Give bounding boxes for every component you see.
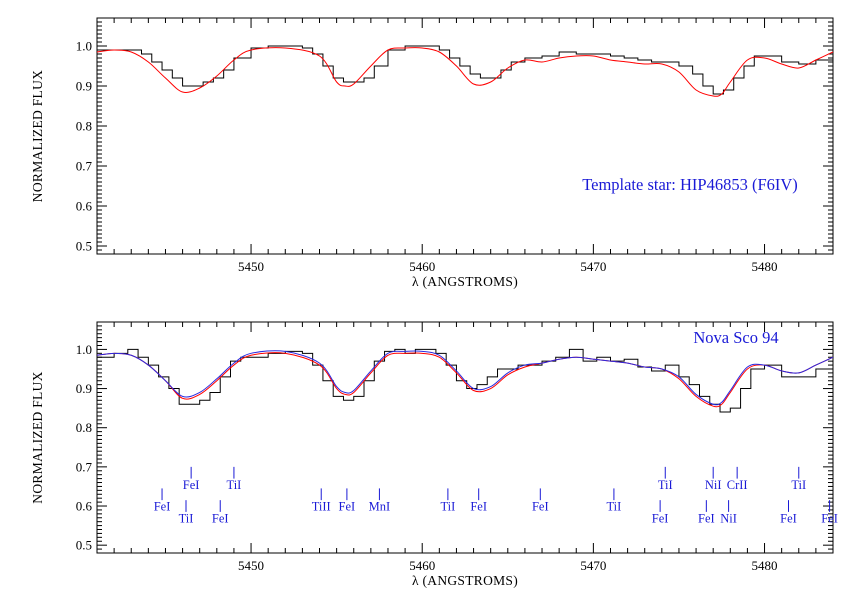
y-tick-label: 1.0 <box>76 342 92 357</box>
y-axis-label: NORMALIZED FLUX <box>30 70 45 202</box>
line-id-label: FeI <box>154 500 171 514</box>
line-id-label: FeI <box>821 511 838 525</box>
line-id-label: FeI <box>780 511 797 525</box>
plot-frame <box>96 17 834 255</box>
panel-annotation: Nova Sco 94 <box>693 328 778 347</box>
line-id-label: TiI <box>606 500 621 514</box>
x-tick-label: 5460 <box>409 558 435 573</box>
y-tick-label: 0.8 <box>76 420 92 435</box>
series-group <box>97 45 833 97</box>
line-id-label: MnI <box>369 500 391 514</box>
series-group <box>97 348 833 413</box>
line-id-label: FeI <box>652 511 669 525</box>
template-star-panel: 5450 5460 5470 5480 0.5 0.6 0.7 0.8 0.9 1.0 λ (ANG… <box>30 17 834 289</box>
model-spectrum-line <box>97 352 833 408</box>
line-id-label: CrII <box>727 478 748 492</box>
x-tick-label: 5480 <box>752 259 778 274</box>
observed-spectrum-line <box>97 45 833 95</box>
observed-spectrum-line <box>97 348 833 413</box>
line-id-label: TiI <box>658 478 673 492</box>
y-tick-label: 0.5 <box>76 239 92 254</box>
line-id-label: TiI <box>227 478 242 492</box>
line-id-label: FeI <box>183 478 200 492</box>
y-tick-label: 0.6 <box>76 199 93 214</box>
line-id-label: NiI <box>720 511 737 525</box>
nova-sco-panel: 5450 5460 5470 5480 0.5 0.6 0.7 0.8 0.9 1.0 λ (ANG… <box>30 321 838 588</box>
line-id-label: TiI <box>179 511 194 525</box>
x-axis-label: λ (ANGSTROMS) <box>412 573 518 588</box>
line-id-label: FeI <box>532 500 549 514</box>
x-tick-label: 5450 <box>238 259 264 274</box>
line-id-label: FeI <box>339 500 356 514</box>
y-tick-label: 0.5 <box>76 538 92 553</box>
panel-annotation: Template star: HIP46853 (F6IV) <box>582 175 798 194</box>
line-id-label: FeI <box>470 500 487 514</box>
y-tick-label: 0.8 <box>76 119 92 134</box>
y-tick-label: 0.9 <box>76 381 92 396</box>
x-tick-label: 5450 <box>238 558 264 573</box>
y-tick-label: 1.0 <box>76 39 92 54</box>
x-tick-label: 5470 <box>580 558 606 573</box>
line-id-label: TiI <box>440 500 455 514</box>
x-axis-label: λ (ANGSTROMS) <box>412 274 518 289</box>
x-tick-label: 5470 <box>580 259 606 274</box>
y-tick-label: 0.6 <box>76 499 93 514</box>
y-tick-label: 0.7 <box>76 159 93 174</box>
line-id-label: NiI <box>705 478 722 492</box>
line-id-label: FeI <box>698 511 715 525</box>
y-axis-label: NORMALIZED FLUX <box>30 371 45 503</box>
y-tick-label: 0.9 <box>76 79 92 94</box>
line-id-label: TiII <box>312 500 331 514</box>
line-id-label: FeI <box>212 511 229 525</box>
y-tick-label: 0.7 <box>76 459 93 474</box>
line-id-label: TiI <box>791 478 806 492</box>
plot-frame <box>96 321 834 554</box>
model-spectrum-line <box>97 47 833 97</box>
x-tick-label: 5460 <box>409 259 435 274</box>
fit-spectrum-line <box>97 350 833 406</box>
x-tick-label: 5480 <box>752 558 778 573</box>
